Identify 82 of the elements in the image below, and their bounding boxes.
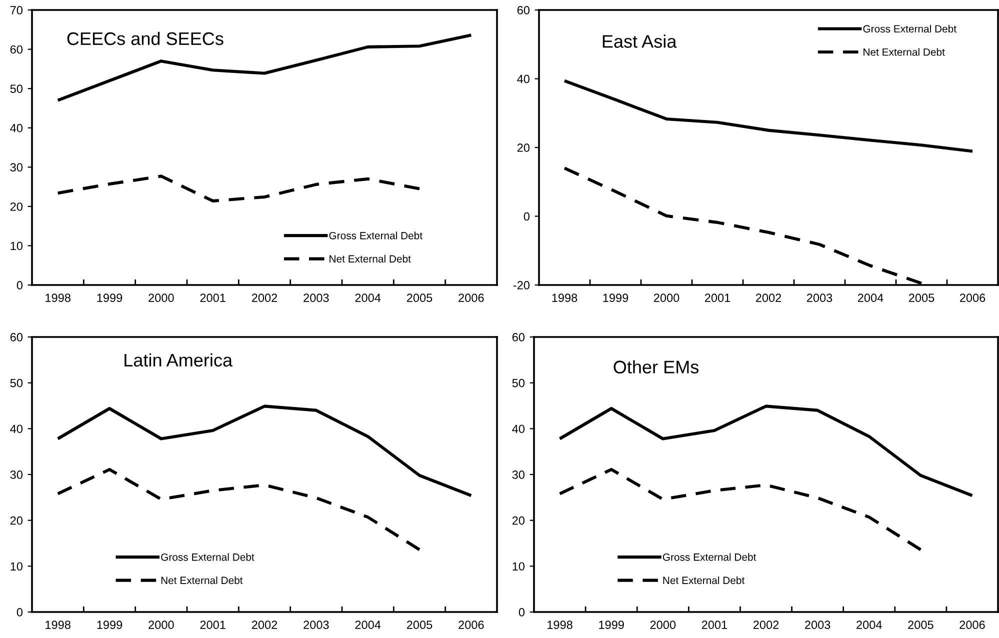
- x-tick-label: 1998: [548, 620, 572, 630]
- line-series: [558, 404, 974, 498]
- legend-label: Net External Debt: [330, 254, 411, 263]
- y-tick-label: 60: [10, 45, 23, 54]
- y-tick-label: 50: [10, 84, 23, 93]
- y-tick-label: 20: [10, 202, 23, 211]
- text: Other EMs: [614, 360, 699, 374]
- x-tick-label: 2006: [458, 294, 484, 302]
- y-tick-label: 20: [517, 144, 530, 152]
- legend-label: Gross External Debt: [863, 24, 956, 33]
- x-tick-label: 2005: [908, 294, 934, 302]
- x-tick-label: 2004: [355, 294, 381, 302]
- y-tick-label: 10: [10, 562, 23, 571]
- legend-label: Net External Debt: [161, 576, 243, 584]
- y-tick-label: 10: [10, 242, 23, 250]
- y-tick-label: 50: [512, 378, 525, 388]
- y-tick-label: 40: [10, 424, 23, 434]
- line-series: [56, 468, 422, 552]
- y-tick-label: 60: [10, 333, 23, 342]
- x-tick-label: 2001: [200, 294, 226, 302]
- y-tick-label: 30: [10, 470, 23, 479]
- x-tick-label: 2001: [702, 620, 727, 630]
- y-tick-label: 0: [16, 281, 23, 290]
- x-tick-label: 2003: [806, 294, 832, 302]
- x-tick-label: 2003: [304, 294, 329, 302]
- x-tick-label: 2000: [650, 620, 676, 630]
- x-tick-label: 2005: [908, 620, 934, 630]
- x-tick-label: 1998: [46, 294, 70, 302]
- x-tick-label: 1999: [97, 620, 122, 630]
- x-tick-label: 2000: [654, 294, 680, 302]
- legend-label: Net External Debt: [864, 48, 945, 56]
- y-tick-label: 60: [517, 6, 530, 14]
- y-tick-label: 50: [10, 378, 23, 388]
- x-tick-label: 2004: [856, 620, 882, 630]
- y-tick-label: 40: [512, 424, 525, 434]
- line-series: [558, 468, 922, 552]
- y-tick-label: 40: [517, 74, 530, 84]
- x-tick-label: 2000: [148, 294, 174, 302]
- x-tick-label: 2001: [200, 620, 226, 630]
- y-tick-label: 10: [512, 562, 525, 571]
- x-tick-label: 2000: [148, 620, 174, 630]
- legend-label: Gross External Debt: [329, 232, 422, 240]
- x-tick-label: 2005: [406, 294, 432, 302]
- x-tick-label: 2003: [805, 620, 830, 630]
- x-tick-label: 2004: [355, 620, 381, 630]
- x-tick-label: 2006: [960, 294, 986, 302]
- text: East Asia: [602, 34, 677, 48]
- y-tick-label: 30: [512, 470, 525, 479]
- y-tick-label: 0: [518, 608, 525, 616]
- y-tick-label: 20: [10, 516, 23, 525]
- line-series: [562, 79, 974, 153]
- x-tick-label: 2003: [304, 620, 329, 630]
- y-tick-label: 0: [524, 212, 530, 221]
- legend-label: Gross External Debt: [161, 553, 254, 561]
- y-tick-label: -20: [513, 281, 530, 290]
- x-tick-label: 1998: [46, 620, 70, 630]
- x-tick-label: 2002: [252, 294, 278, 302]
- y-tick-label: 30: [10, 163, 23, 172]
- x-tick-label: 1998: [552, 294, 578, 302]
- legend-label: Gross External Debt: [662, 553, 756, 561]
- x-tick-label: 2002: [753, 620, 779, 630]
- legend-label: Net External Debt: [663, 576, 745, 584]
- x-tick-label: 1999: [97, 294, 122, 302]
- line-series: [56, 34, 473, 102]
- line-series: [56, 404, 473, 498]
- x-tick-label: 2002: [756, 294, 782, 302]
- text: CEECs and SEECs: [67, 32, 224, 46]
- x-tick-label: 2005: [406, 620, 432, 630]
- y-tick-label: 0: [16, 608, 23, 616]
- x-tick-label: 2001: [704, 294, 730, 302]
- y-tick-label: 60: [512, 333, 525, 342]
- x-tick-label: 2004: [858, 294, 884, 302]
- y-tick-label: 20: [512, 516, 525, 525]
- y-tick-label: 40: [10, 124, 23, 132]
- y-tick-label: 70: [10, 6, 23, 14]
- x-tick-label: 2002: [252, 620, 278, 630]
- x-tick-label: 1999: [599, 620, 624, 630]
- text: Latin America: [124, 353, 233, 367]
- line-series: [56, 174, 422, 202]
- x-tick-label: 2006: [458, 620, 484, 630]
- x-tick-label: 2006: [960, 620, 985, 630]
- x-tick-label: 1999: [603, 294, 628, 302]
